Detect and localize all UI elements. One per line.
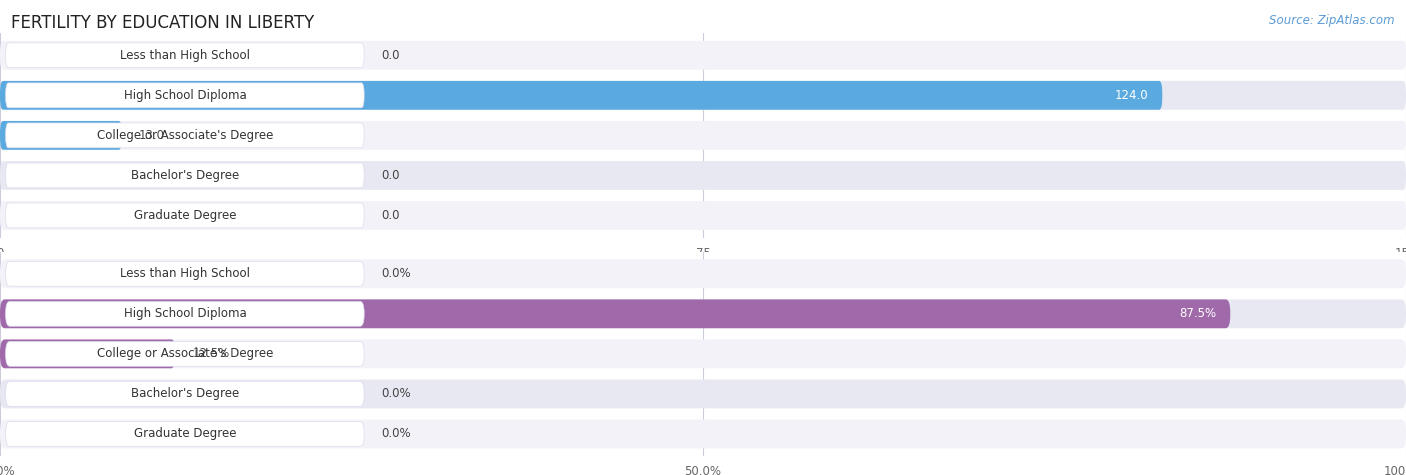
- Text: College or Associate's Degree: College or Associate's Degree: [97, 347, 273, 361]
- FancyBboxPatch shape: [0, 121, 1406, 150]
- Text: Graduate Degree: Graduate Degree: [134, 209, 236, 222]
- FancyBboxPatch shape: [6, 381, 364, 406]
- FancyBboxPatch shape: [0, 380, 1406, 408]
- Text: 0.0%: 0.0%: [381, 428, 411, 440]
- FancyBboxPatch shape: [6, 422, 364, 446]
- Text: Bachelor's Degree: Bachelor's Degree: [131, 388, 239, 400]
- Text: College or Associate's Degree: College or Associate's Degree: [97, 129, 273, 142]
- Text: 0.0%: 0.0%: [381, 267, 411, 280]
- Text: 13.0: 13.0: [139, 129, 165, 142]
- Text: 0.0: 0.0: [381, 49, 399, 62]
- Text: FERTILITY BY EDUCATION IN LIBERTY: FERTILITY BY EDUCATION IN LIBERTY: [11, 14, 315, 32]
- FancyBboxPatch shape: [0, 81, 1406, 110]
- Text: Less than High School: Less than High School: [120, 49, 250, 62]
- Text: 0.0%: 0.0%: [381, 388, 411, 400]
- Text: 124.0: 124.0: [1115, 89, 1149, 102]
- FancyBboxPatch shape: [6, 342, 364, 366]
- FancyBboxPatch shape: [0, 201, 1406, 230]
- FancyBboxPatch shape: [0, 81, 1163, 110]
- FancyBboxPatch shape: [0, 121, 122, 150]
- FancyBboxPatch shape: [0, 41, 1406, 70]
- Text: 12.5%: 12.5%: [193, 347, 229, 361]
- FancyBboxPatch shape: [0, 419, 1406, 448]
- FancyBboxPatch shape: [6, 163, 364, 188]
- FancyBboxPatch shape: [0, 299, 1230, 328]
- FancyBboxPatch shape: [0, 161, 1406, 190]
- Text: Graduate Degree: Graduate Degree: [134, 428, 236, 440]
- FancyBboxPatch shape: [6, 83, 364, 108]
- Text: Less than High School: Less than High School: [120, 267, 250, 280]
- Text: 0.0: 0.0: [381, 209, 399, 222]
- FancyBboxPatch shape: [0, 340, 1406, 368]
- FancyBboxPatch shape: [0, 299, 1406, 328]
- Text: 87.5%: 87.5%: [1180, 307, 1216, 320]
- FancyBboxPatch shape: [6, 302, 364, 326]
- FancyBboxPatch shape: [0, 340, 176, 368]
- FancyBboxPatch shape: [6, 123, 364, 148]
- FancyBboxPatch shape: [0, 259, 1406, 288]
- Text: Bachelor's Degree: Bachelor's Degree: [131, 169, 239, 182]
- FancyBboxPatch shape: [6, 43, 364, 67]
- Text: High School Diploma: High School Diploma: [124, 89, 246, 102]
- Text: High School Diploma: High School Diploma: [124, 307, 246, 320]
- Text: 0.0: 0.0: [381, 169, 399, 182]
- FancyBboxPatch shape: [6, 203, 364, 228]
- FancyBboxPatch shape: [6, 261, 364, 286]
- Text: Source: ZipAtlas.com: Source: ZipAtlas.com: [1270, 14, 1395, 27]
